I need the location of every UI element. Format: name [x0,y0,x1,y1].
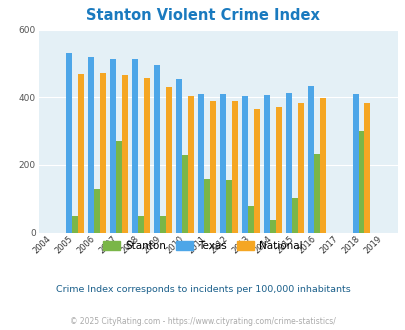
Bar [122,75,128,233]
Bar [264,95,270,233]
Bar [220,94,226,233]
Text: Crime Index corresponds to incidents per 100,000 inhabitants: Crime Index corresponds to incidents per… [55,285,350,294]
Bar [358,131,364,233]
Bar [188,96,194,233]
Bar [276,108,281,233]
Bar [182,155,188,233]
Bar [204,179,210,233]
Text: Stanton Violent Crime Index: Stanton Violent Crime Index [86,8,319,23]
Bar [242,96,248,233]
Bar [144,78,149,233]
Bar [176,79,182,233]
Bar [132,59,138,233]
Bar [286,93,292,233]
Bar [138,216,144,233]
Legend: Stanton, Texas, National: Stanton, Texas, National [99,237,306,255]
Bar [313,154,320,233]
Bar [308,85,313,233]
Bar [226,180,232,233]
Bar [110,59,116,233]
Bar [210,101,215,233]
Bar [100,73,106,233]
Bar [254,109,260,233]
Bar [232,101,238,233]
Bar [364,103,369,233]
Bar [116,141,122,233]
Bar [160,216,166,233]
Bar [298,103,304,233]
Text: © 2025 CityRating.com - https://www.cityrating.com/crime-statistics/: © 2025 CityRating.com - https://www.city… [70,317,335,326]
Bar [94,189,100,233]
Bar [66,53,72,233]
Bar [270,220,276,233]
Bar [292,198,298,233]
Bar [248,206,254,233]
Bar [154,65,160,233]
Bar [198,94,204,233]
Bar [72,216,78,233]
Bar [166,87,172,233]
Bar [352,94,358,233]
Bar [78,74,84,233]
Bar [320,98,326,233]
Bar [88,57,94,233]
